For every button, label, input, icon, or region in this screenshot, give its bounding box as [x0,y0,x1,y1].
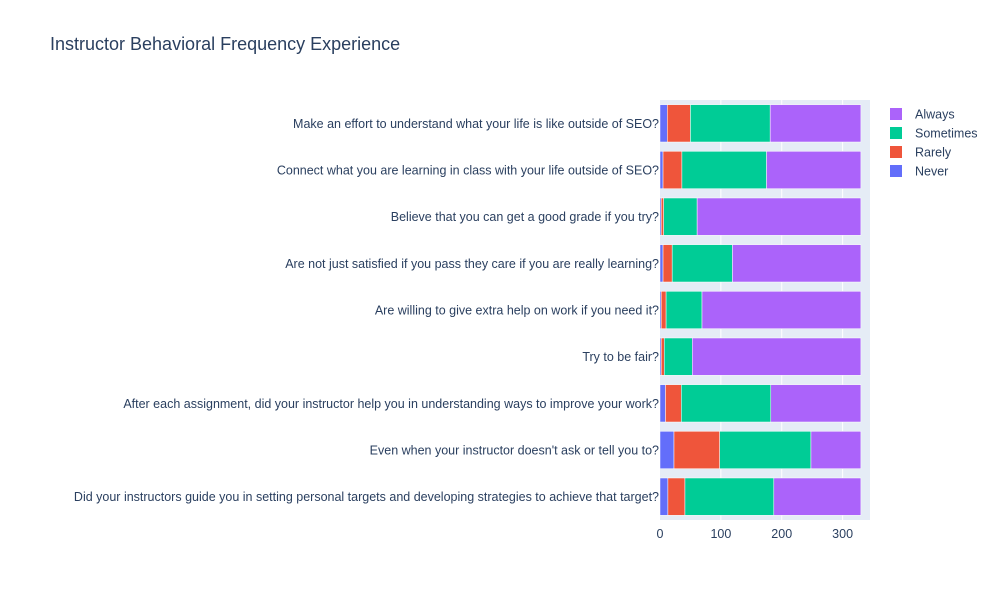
bar-sometimes-2[interactable] [663,197,698,236]
bar-never-8[interactable] [659,477,669,516]
bar-always-4[interactable] [701,291,862,329]
bar-sometimes-5[interactable] [664,337,693,376]
bar-rarely-3[interactable] [662,244,673,283]
category-labels: Make an effort to understand what your l… [74,117,659,504]
category-label: Are willing to give extra help on work i… [375,304,659,318]
x-tick-label: 200 [771,527,792,541]
category-label: Try to be fair? [582,350,659,364]
legend-item-sometimes[interactable]: Sometimes [890,127,978,141]
bar-always-1[interactable] [766,151,862,189]
bar-never-0[interactable] [659,104,668,143]
bar-never-6[interactable] [659,384,666,423]
bar-always-2[interactable] [696,197,862,236]
legend-label: Sometimes [915,127,978,141]
legend[interactable]: Always Sometimes Rarely Never [890,108,978,179]
bar-sometimes-4[interactable] [665,291,703,329]
bar-always-5[interactable] [692,337,862,376]
bar-sometimes-1[interactable] [681,151,767,189]
bar-sometimes-6[interactable] [681,384,772,423]
category-label: Are not just satisfied if you pass they … [285,257,659,271]
bar-sometimes-7[interactable] [719,431,812,469]
bar-always-0[interactable] [769,104,862,143]
legend-label: Never [915,165,948,179]
bar-rarely-6[interactable] [665,384,682,423]
legend-item-rarely[interactable]: Rarely [890,146,952,160]
chart-title: Instructor Behavioral Frequency Experien… [50,34,400,54]
bar-never-3[interactable] [659,244,664,283]
bar-never-1[interactable] [659,151,664,189]
bar-sometimes-0[interactable] [690,104,771,143]
bar-always-3[interactable] [732,244,862,283]
category-label: Did your instructors guide you in settin… [74,490,659,504]
bar-rarely-1[interactable] [662,151,683,189]
legend-swatch [890,165,902,177]
bar-rarely-7[interactable] [673,431,720,469]
x-tick-label: 100 [710,527,731,541]
legend-label: Always [915,108,955,122]
category-label: Connect what you are learning in class w… [277,164,659,178]
bar-rarely-4[interactable] [660,291,667,329]
bar-rarely-2[interactable] [660,197,664,236]
x-axis-ticks: 0 100 200 300 [657,527,854,541]
legend-item-always[interactable]: Always [890,108,955,122]
bar-sometimes-8[interactable] [684,477,775,516]
legend-swatch [890,108,902,120]
category-label: Make an effort to understand what your l… [293,117,659,131]
category-label: Even when your instructor doesn't ask or… [370,444,659,458]
bar-rarely-8[interactable] [667,477,686,516]
bar-always-6[interactable] [770,384,862,423]
bar-rarely-5[interactable] [660,337,665,376]
x-tick-label: 300 [832,527,853,541]
bar-rarely-0[interactable] [667,104,691,143]
legend-label: Rarely [915,146,952,160]
bar-always-7[interactable] [810,431,862,469]
bars [659,104,862,516]
bar-never-7[interactable] [659,431,675,469]
bar-always-8[interactable] [773,477,862,516]
legend-item-never[interactable]: Never [890,165,948,179]
legend-swatch [890,127,902,139]
category-label: Believe that you can get a good grade if… [391,210,659,224]
bar-sometimes-3[interactable] [671,244,733,283]
legend-swatch [890,146,902,158]
x-tick-label: 0 [657,527,664,541]
category-label: After each assignment, did your instruct… [123,397,659,411]
